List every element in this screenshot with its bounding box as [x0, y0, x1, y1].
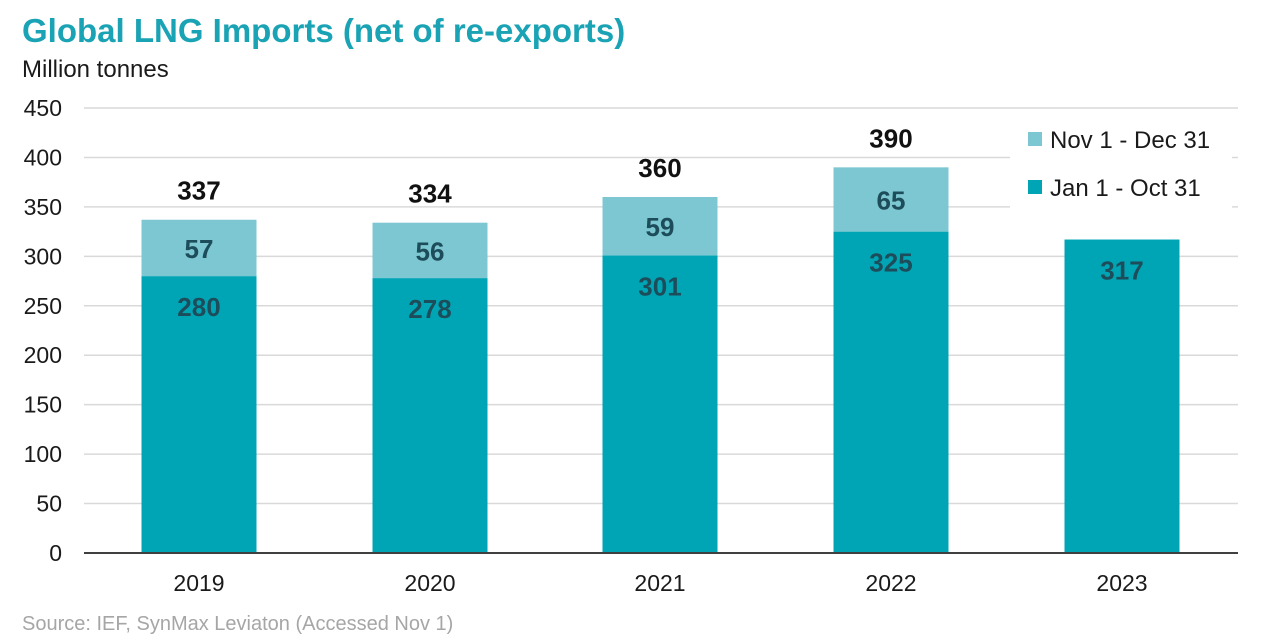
bar-label-nov-dec: 65 [877, 185, 906, 215]
bar-segment-jan-oct [372, 278, 488, 553]
bar-label-jan-oct: 325 [869, 248, 912, 278]
bar-label-nov-dec: 57 [185, 234, 214, 264]
bars: 280 57 337 278 56 334 301 59 360 325 65 390 317 [141, 123, 1180, 553]
legend-background [1010, 118, 1232, 214]
legend-swatch [1028, 180, 1042, 194]
y-tick-label: 300 [24, 243, 62, 269]
source-note: Source: IEF, SynMax Leviaton (Accessed N… [22, 613, 454, 635]
y-tick-label: 450 [24, 95, 62, 121]
y-tick-label: 150 [24, 392, 62, 418]
y-tick-label: 250 [24, 293, 62, 319]
y-tick-label: 50 [36, 491, 62, 517]
bar-label-jan-oct: 278 [408, 294, 451, 324]
bar-segment-nov-dec [372, 222, 488, 279]
x-tick-label: 2023 [1096, 570, 1147, 596]
bar-segment-nov-dec [602, 197, 718, 256]
chart-title: Global LNG Imports (net of re-exports) [22, 12, 626, 49]
legend: Nov 1 - Dec 31 Jan 1 - Oct 31 [1010, 118, 1232, 214]
bar-total-label: 390 [869, 123, 912, 153]
bar-label-jan-oct: 280 [177, 292, 220, 322]
legend-label: Nov 1 - Dec 31 [1050, 127, 1210, 154]
bar-label-jan-oct: 317 [1100, 256, 1143, 286]
x-tick-label: 2020 [404, 570, 455, 596]
y-tick-label: 350 [24, 194, 62, 220]
bar-label-jan-oct: 301 [638, 271, 681, 301]
y-tick-label: 0 [49, 540, 62, 566]
legend-swatch [1028, 132, 1042, 146]
x-tick-label: 2019 [173, 570, 224, 596]
bar-segment-nov-dec [833, 167, 949, 232]
x-tick-label: 2022 [865, 570, 916, 596]
bar-total-label: 360 [638, 153, 681, 183]
bar-segment-nov-dec [141, 219, 257, 277]
x-axis: 2019 2020 2021 2022 2023 [84, 552, 1238, 596]
y-tick-label: 400 [24, 144, 62, 170]
bar-total-label: 337 [177, 176, 220, 206]
bar-label-nov-dec: 56 [416, 236, 445, 266]
bar-label-nov-dec: 59 [646, 212, 675, 242]
y-axis: 0 50 100 150 200 250 300 350 400 450 [24, 95, 62, 566]
x-tick-label: 2021 [634, 570, 685, 596]
bar-segment-jan-oct [602, 255, 718, 553]
bar-segment-jan-oct [141, 276, 257, 553]
bar-segment-jan-oct [833, 231, 949, 553]
legend-label: Jan 1 - Oct 31 [1050, 175, 1201, 202]
y-tick-label: 100 [24, 441, 62, 467]
chart-subtitle: Million tonnes [22, 56, 169, 83]
bar-segment-jan-oct [1064, 239, 1180, 553]
bar-total-label: 334 [408, 179, 452, 209]
y-tick-label: 200 [24, 342, 62, 368]
